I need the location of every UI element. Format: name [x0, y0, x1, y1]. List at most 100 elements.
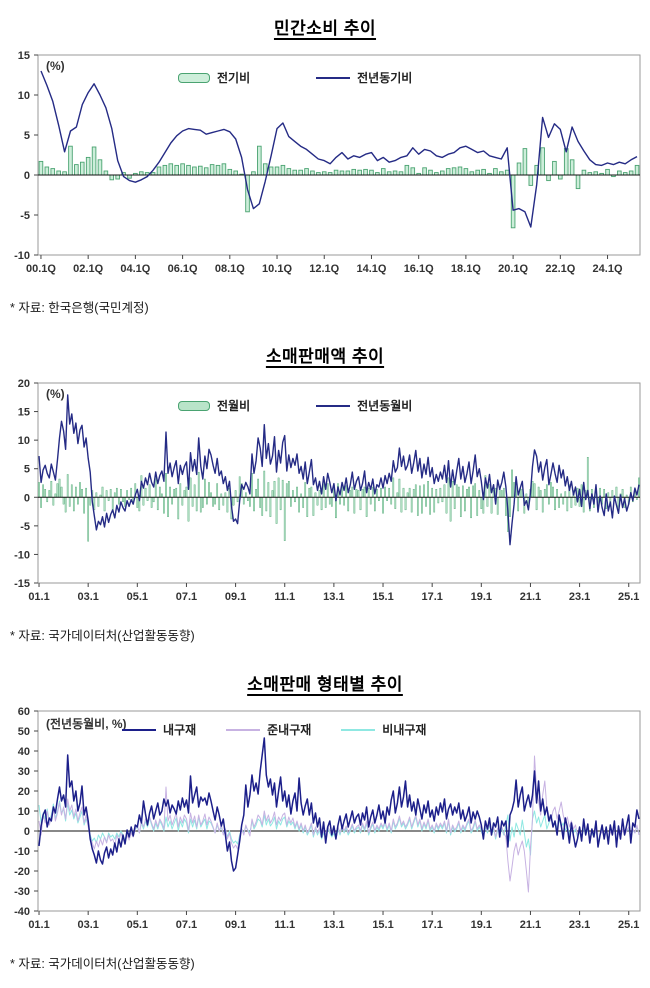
svg-text:21.1: 21.1 — [520, 591, 541, 603]
source-note: * 자료: 한국은행(국민계정) — [10, 301, 149, 315]
source-note: * 자료: 국가데이터처(산업활동동향) — [10, 629, 195, 643]
svg-text:15.1: 15.1 — [372, 919, 393, 931]
svg-text:01.1: 01.1 — [28, 919, 49, 931]
chart-title-retail-by-type: 소매판매 형태별 추이 — [247, 675, 403, 694]
private-consumption-chart: 민간소비 추이 15 10 5 0 -5 -10 00.1Q 02.1Q 04.1Q 06.1Q 0… — [0, 14, 650, 316]
legend-item-durables: 내구재 — [122, 721, 196, 738]
svg-text:04.1Q: 04.1Q — [120, 263, 150, 275]
svg-text:02.1Q: 02.1Q — [73, 263, 103, 275]
svg-text:07.1: 07.1 — [176, 591, 197, 603]
svg-text:03.1: 03.1 — [77, 591, 98, 603]
svg-text:11.1: 11.1 — [274, 591, 295, 603]
source-note: * 자료: 국가데이터처(산업활동동향) — [10, 957, 195, 971]
svg-text:09.1: 09.1 — [225, 591, 246, 603]
legend-label: 전기비 — [217, 71, 251, 85]
svg-text:07.1: 07.1 — [176, 919, 197, 931]
svg-text:-5: -5 — [20, 521, 30, 533]
legend-label: 전년동기비 — [357, 71, 413, 85]
svg-text:-20: -20 — [14, 866, 30, 878]
svg-text:0: 0 — [24, 826, 30, 838]
svg-text:17.1: 17.1 — [421, 919, 442, 931]
svg-text:30: 30 — [18, 766, 30, 778]
svg-text:08.1Q: 08.1Q — [215, 263, 245, 275]
svg-text:-10: -10 — [14, 846, 30, 858]
svg-text:11.1: 11.1 — [274, 919, 295, 931]
report-page: { "chart_data": [ { "type": "bar+line", … — [0, 14, 650, 972]
legend-label: 비내구재 — [382, 723, 427, 737]
legend-item-qoq: 전기비 — [178, 69, 250, 86]
legend-item-yoy: 전년동월비 — [316, 397, 412, 414]
svg-text:05.1: 05.1 — [127, 919, 148, 931]
svg-text:24.1Q: 24.1Q — [593, 263, 623, 275]
svg-text:-10: -10 — [14, 549, 30, 561]
y-axis-unit-label: (%) — [46, 59, 65, 73]
svg-text:09.1: 09.1 — [225, 919, 246, 931]
svg-text:03.1: 03.1 — [77, 919, 98, 931]
retail-by-type-chart: 소매판매 형태별 추이 60 50 40 30 20 10 0 -10 -20 -30 -40 01.… — [0, 670, 650, 972]
svg-text:50: 50 — [18, 726, 30, 738]
svg-text:10: 10 — [18, 435, 30, 447]
chart-title-consumption: 민간소비 추이 — [273, 19, 377, 38]
svg-text:06.1Q: 06.1Q — [168, 263, 198, 275]
svg-text:60: 60 — [18, 706, 30, 718]
svg-text:40: 40 — [18, 746, 30, 758]
svg-text:-30: -30 — [14, 886, 30, 898]
line-swatch-icon — [341, 728, 376, 731]
svg-text:23.1: 23.1 — [569, 591, 590, 603]
legend-item-mom: 전월비 — [178, 397, 250, 414]
svg-text:20: 20 — [18, 786, 30, 798]
svg-text:00.1Q: 00.1Q — [26, 263, 56, 275]
svg-text:13.1: 13.1 — [323, 591, 344, 603]
svg-text:01.1: 01.1 — [28, 591, 49, 603]
legend-label: 준내구재 — [267, 723, 312, 737]
svg-text:25.1: 25.1 — [618, 591, 639, 603]
legend-label: 전년동월비 — [357, 399, 413, 413]
svg-text:10: 10 — [18, 806, 30, 818]
svg-text:0: 0 — [24, 492, 30, 504]
svg-text:25.1: 25.1 — [618, 919, 639, 931]
svg-text:22.1Q: 22.1Q — [545, 263, 575, 275]
svg-text:21.1: 21.1 — [520, 919, 541, 931]
svg-text:18.1Q: 18.1Q — [451, 263, 481, 275]
bar-swatch-icon — [178, 400, 210, 411]
line-swatch-icon — [316, 404, 351, 407]
svg-text:23.1: 23.1 — [569, 919, 590, 931]
svg-text:-15: -15 — [14, 578, 30, 590]
legend: 전월비 전년동월비 — [178, 397, 412, 414]
bar-swatch-icon — [178, 72, 210, 83]
legend: 내구재 준내구재 비내구재 — [122, 721, 426, 738]
legend-label: 내구재 — [163, 723, 197, 737]
svg-text:0: 0 — [24, 170, 30, 182]
retail-plot-area: 20 15 10 5 0 -5 -10 -15 01.1 03.1 05.1 07.1 09.1 11.1… — [0, 377, 650, 609]
svg-text:-40: -40 — [14, 906, 30, 918]
svg-text:12.1Q: 12.1Q — [309, 263, 339, 275]
retail-sales-chart: 소매판매액 추이 20 15 10 5 0 -5 -10 -15 01.1 03.1 05.1 07.… — [0, 342, 650, 644]
svg-text:20.1Q: 20.1Q — [498, 263, 528, 275]
legend: 전기비 전년동기비 — [178, 69, 412, 86]
svg-text:5: 5 — [24, 130, 30, 142]
svg-text:17.1: 17.1 — [421, 591, 442, 603]
svg-text:16.1Q: 16.1Q — [404, 263, 434, 275]
legend-label: 전월비 — [217, 399, 251, 413]
svg-text:19.1: 19.1 — [471, 919, 492, 931]
legend-item-non-durables: 비내구재 — [341, 721, 426, 738]
svg-text:10.1Q: 10.1Q — [262, 263, 292, 275]
y-axis-unit-label: (전년동월비, %) — [46, 717, 127, 731]
svg-text:05.1: 05.1 — [127, 591, 148, 603]
svg-text:20: 20 — [18, 378, 30, 390]
y-axis-unit-label: (%) — [46, 387, 65, 401]
consumption-plot-area: 15 10 5 0 -5 -10 00.1Q 02.1Q 04.1Q 06.1Q 08.1Q 10.1… — [0, 49, 650, 281]
svg-text:15.1: 15.1 — [372, 591, 393, 603]
line-swatch-icon — [226, 728, 261, 731]
retail-by-type-plot-area: 60 50 40 30 20 10 0 -10 -20 -30 -40 01.1 03.1 05.1 07.… — [0, 705, 650, 937]
line-swatch-icon — [316, 76, 351, 79]
svg-text:-5: -5 — [20, 210, 30, 222]
legend-item-yoy: 전년동기비 — [316, 69, 412, 86]
svg-text:13.1: 13.1 — [323, 919, 344, 931]
line-swatch-icon — [122, 728, 156, 731]
svg-text:15: 15 — [18, 407, 30, 419]
svg-text:14.1Q: 14.1Q — [356, 263, 386, 275]
